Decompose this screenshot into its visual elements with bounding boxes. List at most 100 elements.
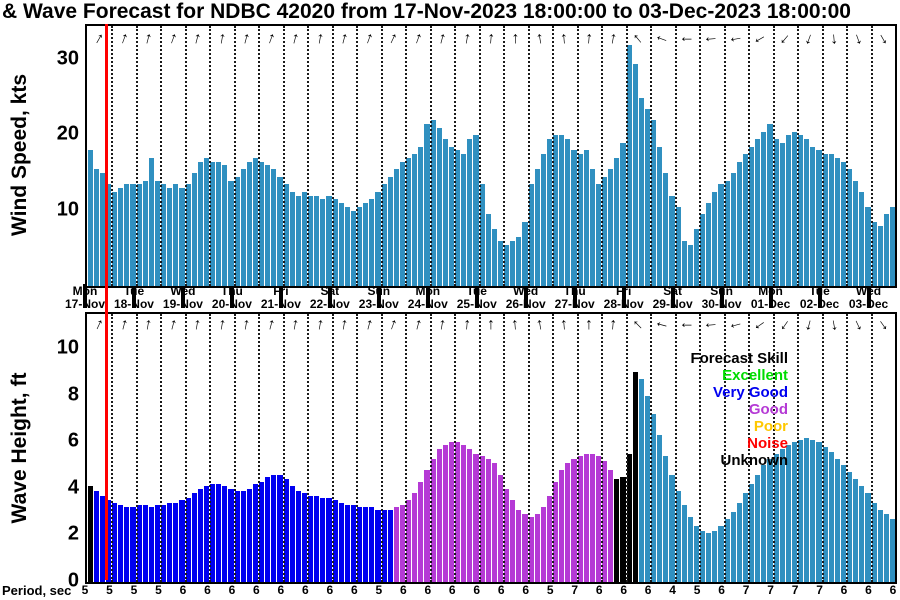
wave-ytick-label: 8: [67, 382, 79, 405]
wave-bar: [308, 495, 314, 582]
wave-bar: [240, 491, 246, 582]
period-value: 6: [718, 583, 725, 597]
gridline-12h: [723, 26, 726, 286]
date-text: 03-Dec: [848, 297, 889, 311]
wind-bar: [112, 191, 118, 286]
gridline-12h: [356, 314, 359, 582]
wave-bar: [271, 474, 277, 582]
wind-bar: [620, 142, 626, 286]
gridline-12h: [527, 26, 530, 286]
legend-item-noise: Noise: [747, 435, 788, 452]
day-label: Sun 23-Nov: [359, 285, 399, 311]
wave-bar: [510, 500, 516, 582]
wind-bar: [644, 108, 650, 286]
date-text: 21-Nov: [260, 297, 301, 311]
wind-bar: [203, 157, 209, 286]
wind-bar: [448, 146, 454, 286]
gridline-12h: [846, 314, 849, 582]
wave-bar: [822, 446, 828, 582]
date-text: 02-Dec: [799, 297, 840, 311]
wind-bar: [393, 169, 399, 286]
wind-bar: [779, 142, 785, 286]
wave-bar: [736, 502, 742, 582]
date-text: 23-Nov: [358, 297, 399, 311]
wind-bar: [755, 139, 761, 286]
wind-bar: [130, 184, 136, 286]
wave-bar: [871, 502, 877, 582]
weekday-text: Wed: [170, 284, 196, 298]
wave-bar: [210, 484, 216, 582]
wind-bar: [773, 139, 779, 286]
wave-bar: [252, 484, 258, 582]
wind-bar: [124, 184, 130, 286]
wave-bar: [883, 514, 889, 582]
day-label: Tue 25-Nov: [457, 285, 497, 311]
wind-bar: [363, 203, 369, 286]
wave-bar: [130, 507, 136, 582]
date-text: 29-Nov: [652, 297, 693, 311]
gridline-12h: [209, 26, 212, 286]
weekday-text: Thu: [220, 284, 243, 298]
day-label: Mon 01-Dec: [751, 285, 790, 311]
period-value: 6: [277, 583, 285, 597]
wave-bar: [651, 414, 657, 582]
wind-ytick-label: 10: [56, 197, 79, 220]
wind-bar: [338, 203, 344, 286]
wave-ytick-label: 4: [67, 476, 79, 499]
wave-bar: [124, 507, 130, 582]
period-value: 4: [669, 583, 676, 597]
wind-bar: [491, 229, 497, 286]
wind-bar: [197, 161, 203, 286]
date-text: 24-Nov: [407, 297, 448, 311]
gridline-12h: [772, 314, 775, 582]
gridline-12h: [209, 314, 212, 582]
gridline-12h: [674, 26, 677, 286]
gridline-12h: [282, 26, 285, 286]
wind-bar: [87, 150, 93, 286]
gridline-12h: [331, 314, 334, 582]
wind-bar: [834, 157, 840, 286]
wave-bar: [828, 451, 834, 582]
wind-bar: [301, 191, 307, 286]
wave-bar: [197, 488, 203, 582]
gridline-12h: [135, 26, 138, 286]
wind-bar: [522, 221, 528, 286]
weekday-text: Sun: [710, 284, 733, 298]
day-label: Wed 03-Dec: [849, 285, 888, 311]
wind-bar: [681, 240, 687, 286]
period-value: 6: [840, 583, 848, 597]
wave-bar: [504, 488, 510, 582]
wave-bar: [301, 493, 307, 582]
wave-bar: [785, 444, 791, 582]
wind-bar: [736, 161, 742, 286]
gridline-12h: [625, 26, 628, 286]
gridline-12h: [821, 26, 824, 286]
period-value: 7: [816, 583, 823, 597]
wind-bar: [246, 161, 252, 286]
wind-bar: [571, 150, 577, 286]
wave-bar: [161, 505, 167, 582]
wind-bar: [136, 184, 142, 286]
date-text: 18-Nov: [113, 297, 154, 311]
wave-bar: [638, 379, 644, 582]
gridline-12h: [552, 26, 555, 286]
period-value: 6: [595, 583, 603, 597]
gridline-12h: [405, 26, 408, 286]
gridline-12h: [576, 314, 579, 582]
wind-bar: [326, 195, 332, 286]
wave-direction-arrow: ↑: [584, 316, 593, 333]
gridline-12h: [797, 26, 800, 286]
gridline-12h: [233, 26, 236, 286]
wave-bar: [216, 484, 222, 582]
gridline-12h: [111, 314, 114, 582]
wave-bar: [485, 458, 491, 582]
wave-bar: [834, 458, 840, 582]
wave-bar: [626, 453, 632, 582]
period-value: 6: [253, 583, 260, 597]
wind-bar: [344, 206, 350, 286]
wind-bar: [357, 206, 363, 286]
wave-bar: [847, 472, 853, 582]
wind-direction-arrow: ↑: [511, 30, 520, 47]
wind-bar: [473, 135, 479, 286]
